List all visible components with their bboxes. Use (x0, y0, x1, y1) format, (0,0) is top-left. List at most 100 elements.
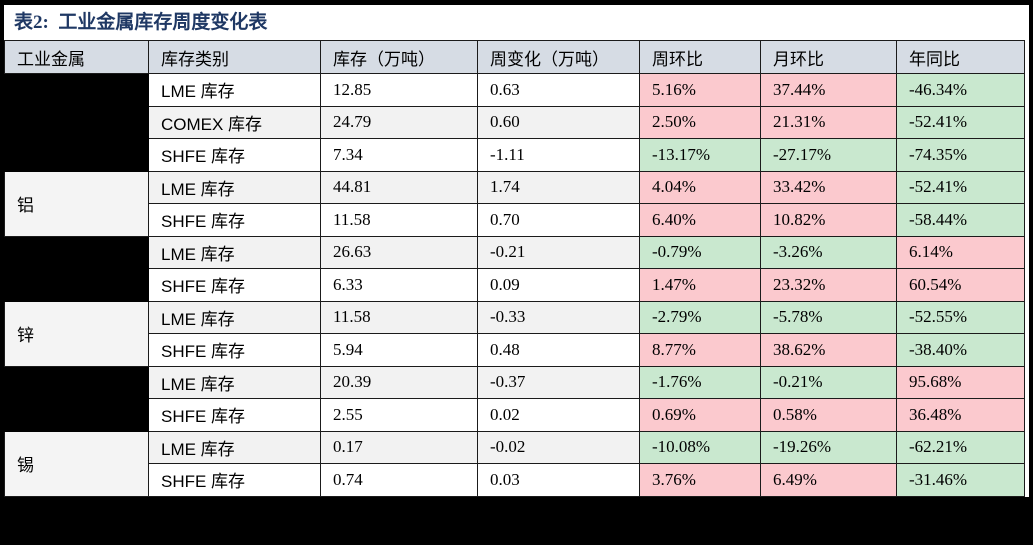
yoy-cell: -46.34% (896, 73, 1025, 107)
category-cell: SHFE 库存 (148, 268, 321, 302)
inventory-cell: 12.85 (320, 73, 478, 107)
table-row: SHFE 库存 0.74 0.03 3.76% 6.49% -31.46% (5, 463, 1025, 497)
category-cell: LME 库存 (148, 300, 321, 334)
col-header-3: 周变化（万吨） (477, 40, 640, 74)
yoy-cell: -74.35% (896, 138, 1025, 172)
wow-cell: 3.76% (639, 463, 761, 497)
table-row: SHFE 库存 6.33 0.09 1.47% 23.32% 60.54% (5, 268, 1025, 302)
week-change-cell: 0.02 (477, 398, 640, 432)
category-cell: LME 库存 (148, 430, 321, 464)
mom-cell: -5.78% (760, 300, 897, 334)
table-row: SHFE 库存 7.34 -1.11 -13.17% -27.17% -74.35% (5, 138, 1025, 172)
wow-cell: 2.50% (639, 105, 761, 139)
week-change-cell: 0.70 (477, 203, 640, 237)
mom-cell: -19.26% (760, 430, 897, 464)
week-change-cell: 0.48 (477, 333, 640, 367)
inventory-cell: 26.63 (320, 235, 478, 269)
mom-cell: 33.42% (760, 170, 897, 204)
inventory-cell: 7.34 (320, 138, 478, 172)
report-page: 表2: 工业金属库存周度变化表 工业金属 库存类别 库存（万吨） 周变化（万吨） 周环比… (4, 5, 1029, 497)
category-cell: LME 库存 (148, 73, 321, 107)
col-header-1: 库存类别 (148, 40, 321, 74)
inventory-cell: 6.33 (320, 268, 478, 302)
table-row: SHFE 库存 11.58 0.70 6.40% 10.82% -58.44% (5, 203, 1025, 237)
metal-cell: 锌 (4, 300, 149, 367)
yoy-cell: -52.41% (896, 170, 1025, 204)
inventory-cell: 2.55 (320, 398, 478, 432)
week-change-cell: -1.11 (477, 138, 640, 172)
mom-cell: 6.49% (760, 463, 897, 497)
category-cell: SHFE 库存 (148, 398, 321, 432)
table-row: SHFE 库存 2.55 0.02 0.69% 0.58% 36.48% (5, 398, 1025, 432)
week-change-cell: 0.03 (477, 463, 640, 497)
wow-cell: 1.47% (639, 268, 761, 302)
yoy-cell: -58.44% (896, 203, 1025, 237)
wow-cell: -13.17% (639, 138, 761, 172)
category-cell: SHFE 库存 (148, 138, 321, 172)
category-cell: LME 库存 (148, 365, 321, 399)
inventory-cell: 11.58 (320, 203, 478, 237)
table-body: LME 库存 12.85 0.63 5.16% 37.44% -46.34% COMEX 库… (4, 73, 1025, 497)
wow-cell: -0.79% (639, 235, 761, 269)
wow-cell: -10.08% (639, 430, 761, 464)
wow-cell: -2.79% (639, 300, 761, 334)
yoy-cell: -38.40% (896, 333, 1025, 367)
yoy-cell: -52.41% (896, 105, 1025, 139)
table-row: COMEX 库存 24.79 0.60 2.50% 21.31% -52.41% (4, 105, 1025, 139)
week-change-cell: 0.09 (477, 268, 640, 302)
col-header-4: 周环比 (639, 40, 761, 74)
header-row: 工业金属 库存类别 库存（万吨） 周变化（万吨） 周环比 月环比 年同比 (4, 40, 1025, 74)
wow-cell: 4.04% (639, 170, 761, 204)
wow-cell: 6.40% (639, 203, 761, 237)
col-header-6: 年同比 (896, 40, 1025, 74)
table-row: LME 库存 20.39 -0.37 -1.76% -0.21% 95.68% (4, 365, 1025, 432)
category-cell: SHFE 库存 (148, 463, 321, 497)
yoy-cell: -62.21% (896, 430, 1025, 464)
metal-cell-redacted (4, 235, 149, 302)
mom-cell: 37.44% (760, 73, 897, 107)
inventory-cell: 11.58 (320, 300, 478, 334)
table-row: LME 库存 26.63 -0.21 -0.79% -3.26% 6.14% (4, 235, 1025, 302)
week-change-cell: -0.21 (477, 235, 640, 269)
metal-cell-redacted (4, 73, 149, 172)
mom-cell: 0.58% (760, 398, 897, 432)
yoy-cell: -31.46% (896, 463, 1025, 497)
col-header-2: 库存（万吨） (320, 40, 478, 74)
inventory-cell: 44.81 (320, 170, 478, 204)
metal-cell: 铝 (4, 170, 149, 237)
mom-cell: 21.31% (760, 105, 897, 139)
mom-cell: -27.17% (760, 138, 897, 172)
category-cell: COMEX 库存 (148, 105, 321, 139)
week-change-cell: 1.74 (477, 170, 640, 204)
category-cell: SHFE 库存 (148, 333, 321, 367)
mom-cell: -3.26% (760, 235, 897, 269)
category-cell: LME 库存 (148, 235, 321, 269)
table-row: LME 库存 12.85 0.63 5.16% 37.44% -46.34% (4, 73, 1025, 172)
yoy-cell: 6.14% (896, 235, 1025, 269)
table-row: 铝 LME 库存 44.81 1.74 4.04% 33.42% -52.41% (4, 170, 1025, 237)
table-row: SHFE 库存 5.94 0.48 8.77% 38.62% -38.40% (5, 333, 1025, 367)
category-cell: LME 库存 (148, 170, 321, 204)
mom-cell: 23.32% (760, 268, 897, 302)
yoy-cell: -52.55% (896, 300, 1025, 334)
inventory-cell: 5.94 (320, 333, 478, 367)
week-change-cell: -0.33 (477, 300, 640, 334)
table-title: 表2: 工业金属库存周度变化表 (14, 12, 268, 33)
mom-cell: 10.82% (760, 203, 897, 237)
metal-cell: 锡 (4, 430, 149, 497)
week-change-cell: -0.02 (477, 430, 640, 464)
table-row: 锌 LME 库存 11.58 -0.33 -2.79% -5.78% -52.55% (4, 300, 1025, 367)
col-header-5: 月环比 (760, 40, 897, 74)
mom-cell: -0.21% (760, 365, 897, 399)
inventory-cell: 20.39 (320, 365, 478, 399)
mom-cell: 38.62% (760, 333, 897, 367)
inventory-cell: 24.79 (320, 105, 478, 139)
inventory-cell: 0.74 (320, 463, 478, 497)
yoy-cell: 36.48% (896, 398, 1025, 432)
yoy-cell: 60.54% (896, 268, 1025, 302)
wow-cell: 5.16% (639, 73, 761, 107)
wow-cell: -1.76% (639, 365, 761, 399)
col-header-0: 工业金属 (4, 40, 149, 74)
yoy-cell: 95.68% (896, 365, 1025, 399)
table-row: 锡 LME 库存 0.17 -0.02 -10.08% -19.26% -62.21% (4, 430, 1025, 497)
